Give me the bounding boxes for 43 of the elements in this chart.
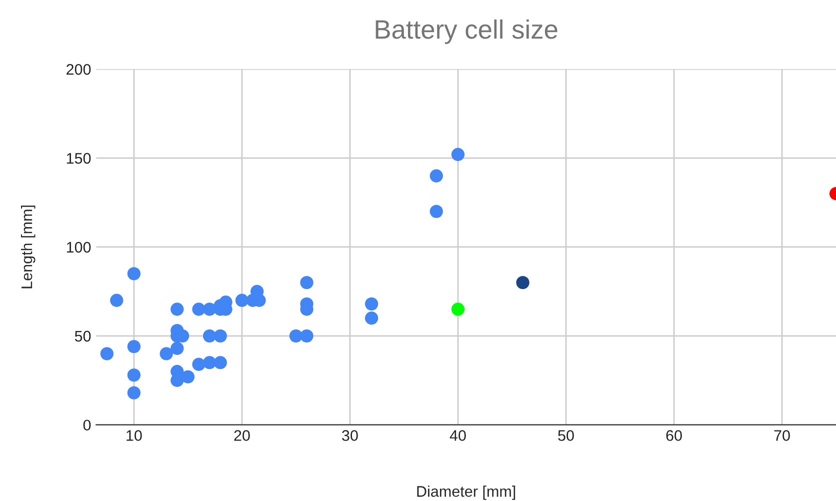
- point: [451, 302, 465, 316]
- point: [160, 347, 173, 360]
- point: [214, 329, 227, 343]
- y-tick-label: 100: [66, 242, 91, 253]
- point: [170, 302, 184, 316]
- point: [300, 276, 314, 290]
- x-tick-label: 40: [450, 430, 466, 441]
- point: [127, 386, 141, 400]
- x-tick-label: 10: [126, 430, 142, 441]
- point: [127, 368, 141, 382]
- point: [214, 356, 227, 370]
- point: [202, 356, 216, 370]
- x-tick-label: 20: [234, 430, 250, 441]
- point: [202, 329, 216, 343]
- point: [192, 302, 206, 316]
- y-tick-label: 0: [83, 420, 91, 431]
- point: [430, 169, 443, 182]
- point: [181, 370, 195, 384]
- point: [100, 347, 114, 360]
- point: [235, 294, 249, 307]
- x-tick-label: 70: [774, 430, 790, 441]
- x-tick-label: 60: [666, 430, 682, 441]
- point: [300, 329, 314, 343]
- x-axis-title: Diameter [mm]: [417, 486, 516, 500]
- point: [110, 294, 124, 307]
- y-tick-label: 200: [66, 64, 91, 75]
- x-tick-label: 30: [342, 430, 358, 441]
- point: [170, 342, 184, 355]
- point: [451, 148, 465, 162]
- y-axis-title: Length [mm]: [20, 206, 36, 288]
- point: [430, 204, 443, 218]
- x-tick-label: 50: [558, 430, 574, 441]
- point: [127, 267, 141, 280]
- point: [364, 297, 378, 310]
- point: [127, 340, 141, 354]
- point: [516, 276, 530, 290]
- y-tick-label: 150: [66, 152, 91, 164]
- point: [364, 312, 378, 325]
- chart-title: Battery cell size: [376, 19, 558, 44]
- y-tick-label: 50: [74, 330, 91, 342]
- point: [170, 374, 184, 387]
- point: [289, 329, 303, 343]
- point: [192, 358, 206, 371]
